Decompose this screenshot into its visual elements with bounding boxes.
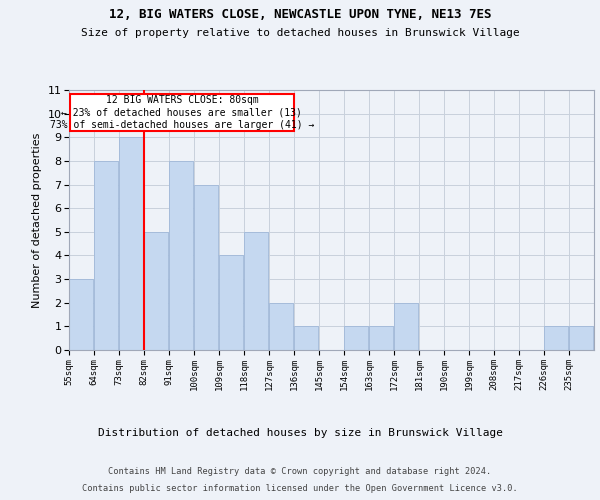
Y-axis label: Number of detached properties: Number of detached properties	[32, 132, 42, 308]
Bar	[144, 232, 168, 350]
Bar	[369, 326, 393, 350]
Bar	[294, 326, 318, 350]
Bar	[194, 184, 218, 350]
Bar	[394, 302, 418, 350]
Bar	[119, 138, 143, 350]
Text: Contains public sector information licensed under the Open Government Licence v3: Contains public sector information licen…	[82, 484, 518, 493]
Bar	[94, 161, 118, 350]
Bar	[344, 326, 368, 350]
FancyBboxPatch shape	[70, 94, 294, 132]
Bar	[569, 326, 593, 350]
Text: Distribution of detached houses by size in Brunswick Village: Distribution of detached houses by size …	[97, 428, 503, 438]
Bar	[544, 326, 568, 350]
Bar	[219, 256, 243, 350]
Bar	[69, 279, 93, 350]
Text: 73% of semi-detached houses are larger (41) →: 73% of semi-detached houses are larger (…	[50, 120, 314, 130]
Bar	[169, 161, 193, 350]
Text: 12, BIG WATERS CLOSE, NEWCASTLE UPON TYNE, NE13 7ES: 12, BIG WATERS CLOSE, NEWCASTLE UPON TYN…	[109, 8, 491, 20]
Bar	[269, 302, 293, 350]
Text: 12 BIG WATERS CLOSE: 80sqm: 12 BIG WATERS CLOSE: 80sqm	[106, 94, 258, 104]
Text: ← 23% of detached houses are smaller (13): ← 23% of detached houses are smaller (13…	[61, 108, 302, 118]
Text: Contains HM Land Registry data © Crown copyright and database right 2024.: Contains HM Land Registry data © Crown c…	[109, 468, 491, 476]
Bar	[244, 232, 268, 350]
Text: Size of property relative to detached houses in Brunswick Village: Size of property relative to detached ho…	[80, 28, 520, 38]
